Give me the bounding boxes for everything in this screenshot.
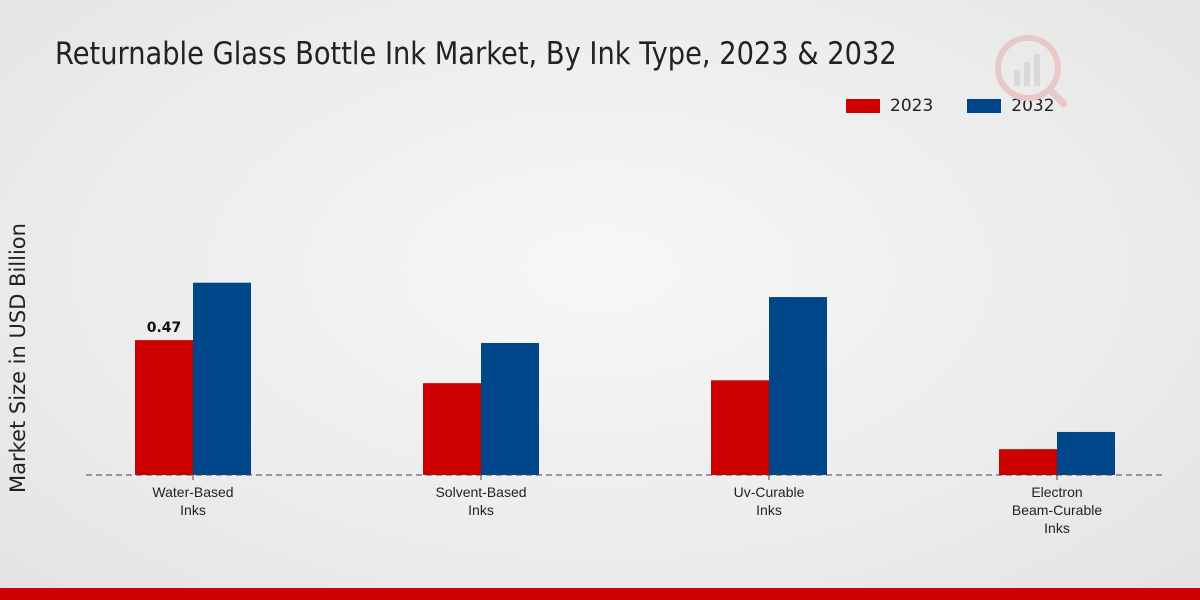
legend-swatch-2032 bbox=[967, 99, 1002, 113]
bar-2032-0 bbox=[193, 282, 251, 475]
legend-item-2023: 2023 bbox=[846, 96, 933, 116]
bar-2023-2 bbox=[711, 380, 769, 475]
bar-2023-0 bbox=[135, 340, 193, 475]
brand-logo-icon bbox=[995, 35, 1068, 108]
legend-swatch-2023 bbox=[846, 99, 880, 113]
x-tick-label-0: Water-Based Inks bbox=[152, 484, 233, 518]
x-tick-label-1: Solvent-Based Inks bbox=[435, 484, 526, 518]
legend: 2023 2032 bbox=[846, 96, 1089, 116]
legend-item-2032: 2032 bbox=[967, 96, 1055, 116]
bar-2032-1 bbox=[481, 342, 539, 475]
data-label-0: 0.47 bbox=[147, 320, 182, 336]
x-tick-label-2: Uv-Curable Inks bbox=[734, 484, 805, 518]
bottom-accent-bar bbox=[0, 588, 1200, 600]
bar-2032-3 bbox=[1057, 431, 1115, 475]
bar-2023-3 bbox=[999, 449, 1057, 475]
legend-label-2032: 2032 bbox=[1011, 96, 1055, 116]
bar-2023-1 bbox=[423, 383, 481, 475]
legend-label-2023: 2023 bbox=[890, 96, 934, 116]
x-tick-label-3: Electron Beam-Curable Inks bbox=[1012, 484, 1102, 536]
chart-title: Returnable Glass Bottle Ink Market, By I… bbox=[55, 36, 897, 72]
bar-2032-2 bbox=[769, 297, 827, 475]
